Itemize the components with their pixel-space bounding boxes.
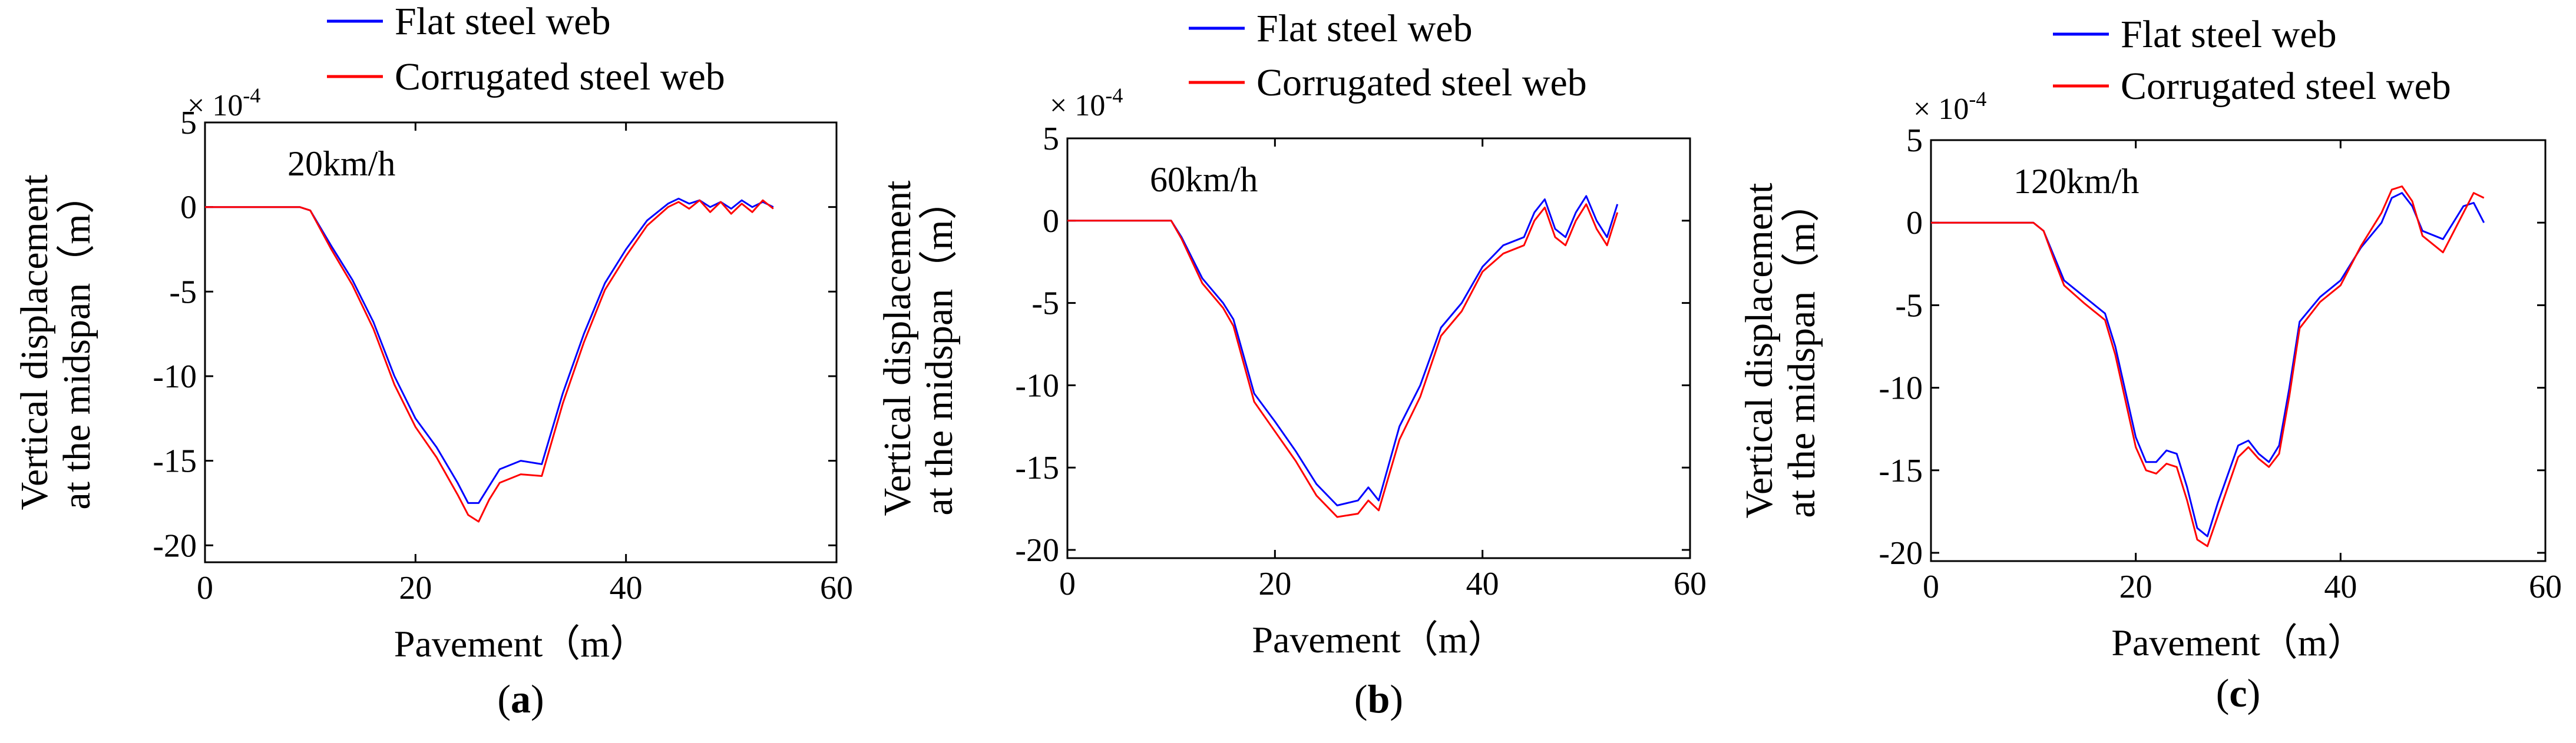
panel-label-close: ) bbox=[531, 676, 544, 721]
legend-label-flat: Flat steel web bbox=[1256, 7, 1473, 50]
y-tick-label: -15 bbox=[153, 443, 197, 480]
y-tick-label: -5 bbox=[1031, 286, 1059, 322]
y-tick-label: -15 bbox=[1015, 450, 1059, 486]
y-tick-label: -15 bbox=[1879, 453, 1923, 489]
y-tick-label: 5 bbox=[1043, 121, 1059, 157]
y-tick-label: -20 bbox=[1879, 535, 1923, 572]
legend-label-corrugated: Corrugated steel web bbox=[2121, 65, 2451, 108]
chart-panel-a: 0 20 40 60 5 0 -5 -10 -15 -20 × 10-4 20km/h Pavement… bbox=[13, 0, 853, 721]
y-tick-label: -5 bbox=[169, 274, 197, 310]
chart-panel-b: 0 20 40 60 5 0 -5 -10 -15 -20 × 10-4 60km/h Pavement… bbox=[876, 7, 1707, 721]
panel-label-open: ( bbox=[1354, 676, 1368, 721]
y-tick-label: 5 bbox=[180, 105, 197, 141]
x-tick-label: 0 bbox=[1923, 569, 1939, 605]
y-axis-label-line-2: at the midspan（m） bbox=[918, 181, 961, 515]
panel-label-letter: a bbox=[511, 676, 531, 721]
panel-label-close: ) bbox=[1390, 676, 1403, 721]
chart-panel-c: 0 20 40 60 5 0 -5 -10 -15 -20 × 10-4 120km/h Pavemen… bbox=[1738, 13, 2562, 715]
x-tick-label: 0 bbox=[1059, 566, 1076, 602]
plot-frame bbox=[1930, 139, 2547, 562]
y-exponent-power: -4 bbox=[243, 84, 260, 107]
plot-frame bbox=[1066, 137, 1691, 559]
y-axis-label-line-1: Vertical displacement bbox=[13, 175, 56, 510]
x-tick-label: 20 bbox=[399, 570, 432, 606]
panel-label-open: ( bbox=[2216, 671, 2230, 715]
legend-label-flat: Flat steel web bbox=[395, 0, 611, 43]
y-exponent-label: × 10-4 bbox=[187, 84, 260, 122]
series-line-corrugated-steel-web bbox=[205, 199, 774, 523]
legend-label-corrugated: Corrugated steel web bbox=[1256, 61, 1587, 104]
y-tick-label: -5 bbox=[1895, 287, 1923, 324]
panel-label-letter: c bbox=[2229, 671, 2247, 715]
x-tick-label: 20 bbox=[1258, 566, 1291, 602]
x-tick-label: 40 bbox=[610, 570, 643, 606]
panel-label-letter: b bbox=[1368, 676, 1390, 721]
x-tick-label: 60 bbox=[1674, 566, 1707, 602]
speed-annotation: 120km/h bbox=[2013, 162, 2139, 201]
y-axis-label-line-2: at the midspan（m） bbox=[55, 175, 98, 509]
series-line-flat-steel-web bbox=[205, 197, 774, 504]
x-axis-label: Pavement（m） bbox=[1252, 619, 1505, 661]
x-axis-label: Pavement（m） bbox=[394, 623, 647, 665]
panel-label-close: ) bbox=[2247, 671, 2261, 715]
x-axis-label: Pavement（m） bbox=[2111, 622, 2365, 664]
series-line-corrugated-steel-web bbox=[1931, 185, 2485, 548]
series-line-flat-steel-web bbox=[1931, 192, 2485, 538]
y-axis-label-line-2: at the midspan（m） bbox=[1780, 183, 1823, 518]
y-exponent-label: × 10-4 bbox=[1050, 84, 1123, 122]
y-tick-label: -20 bbox=[153, 528, 197, 564]
panel-label: (b) bbox=[1354, 676, 1403, 721]
x-tick-label: 0 bbox=[197, 570, 213, 606]
y-exponent-power: -4 bbox=[1105, 84, 1123, 107]
panel-label-open: ( bbox=[497, 676, 511, 721]
y-tick-label: 0 bbox=[180, 190, 197, 226]
legend-label-flat: Flat steel web bbox=[2121, 13, 2337, 56]
plot-frame bbox=[204, 121, 838, 563]
legend-label-corrugated: Corrugated steel web bbox=[395, 55, 725, 98]
x-tick-label: 20 bbox=[2119, 569, 2152, 605]
y-exponent-power: -4 bbox=[1969, 87, 1986, 111]
panel-label: (c) bbox=[2216, 671, 2261, 715]
y-tick-label: 0 bbox=[1043, 203, 1059, 240]
x-tick-label: 60 bbox=[820, 570, 853, 606]
y-tick-label: 5 bbox=[1906, 122, 1923, 159]
x-tick-label: 60 bbox=[2529, 569, 2562, 605]
y-tick-label: -10 bbox=[153, 359, 197, 395]
series-line-flat-steel-web bbox=[1067, 195, 1619, 506]
y-tick-label: 0 bbox=[1906, 205, 1923, 241]
speed-annotation: 60km/h bbox=[1150, 160, 1258, 199]
y-axis-label-line-1: Vertical displacement bbox=[876, 181, 919, 516]
y-tick-label: -20 bbox=[1015, 532, 1059, 569]
y-tick-label: -10 bbox=[1015, 367, 1059, 404]
panel-label: (a) bbox=[497, 676, 544, 721]
x-tick-label: 40 bbox=[1466, 566, 1499, 602]
series-line-corrugated-steel-web bbox=[1067, 203, 1619, 518]
y-axis-label-line-1: Vertical displacement bbox=[1738, 183, 1781, 519]
x-tick-label: 40 bbox=[2324, 569, 2357, 605]
speed-annotation: 20km/h bbox=[287, 144, 395, 183]
y-tick-label: -10 bbox=[1879, 370, 1923, 407]
y-exponent-label: × 10-4 bbox=[1913, 87, 1986, 126]
